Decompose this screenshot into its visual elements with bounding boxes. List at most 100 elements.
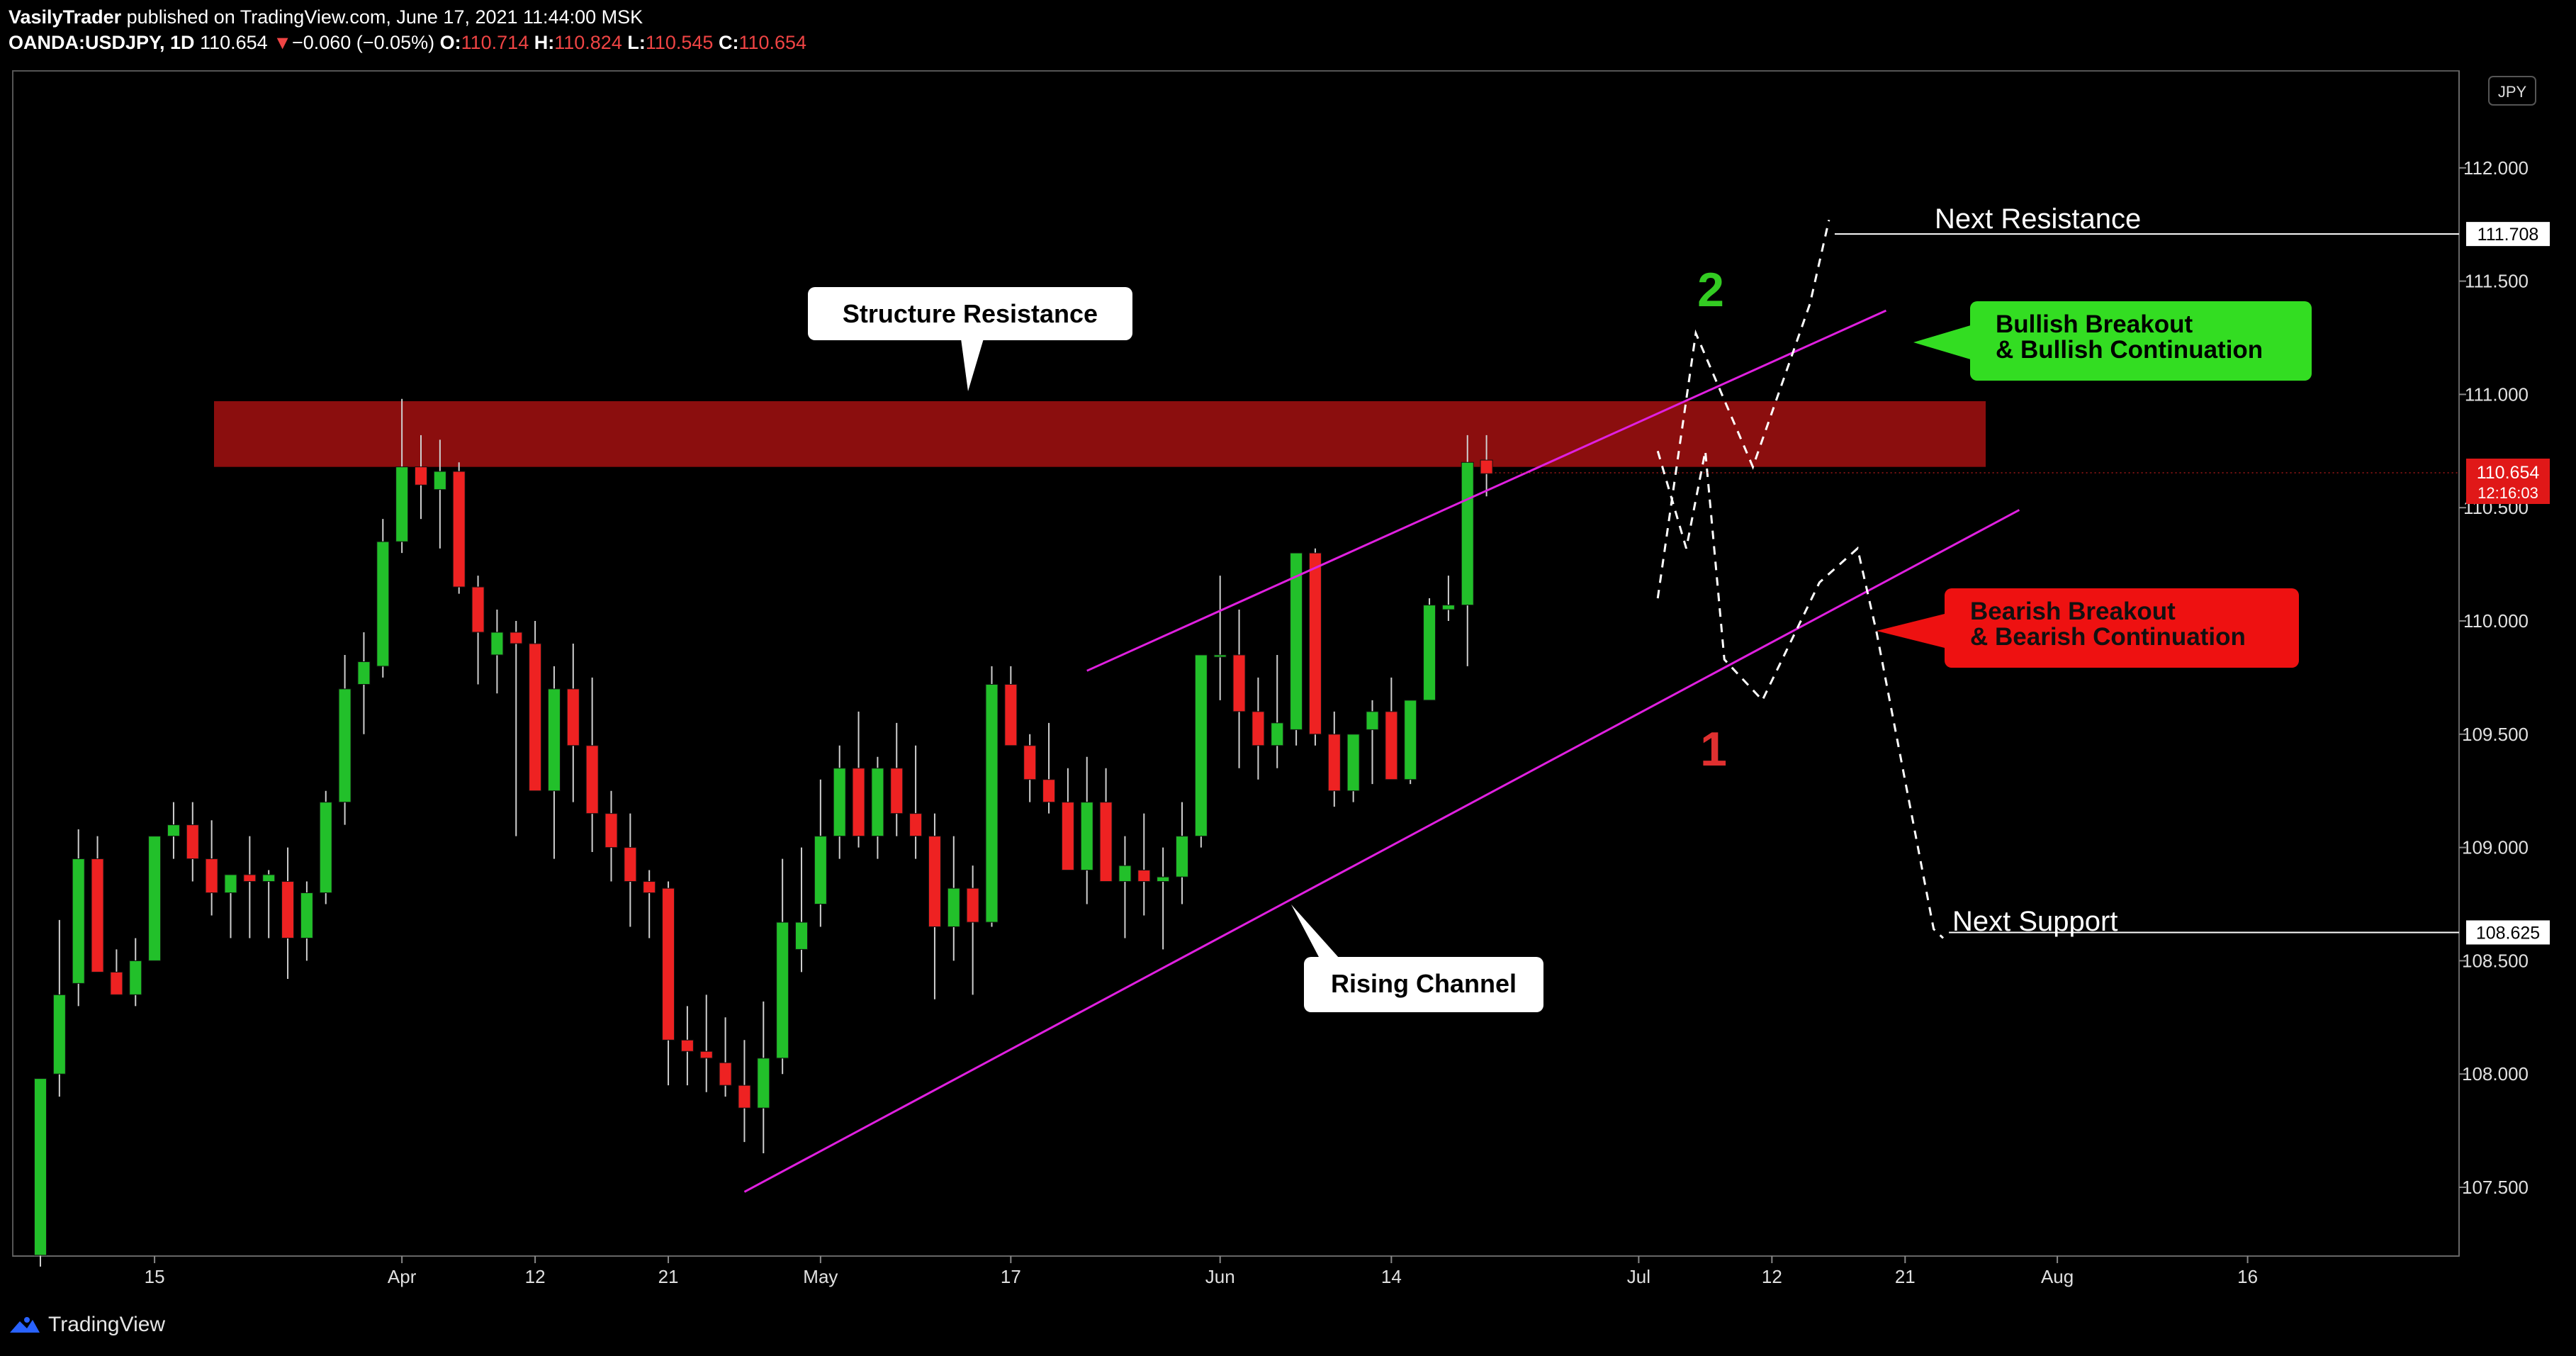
candle xyxy=(415,435,427,520)
candle-body xyxy=(110,971,123,995)
candle xyxy=(833,745,846,859)
x-tick-label: 17 xyxy=(1001,1266,1021,1287)
svg-text:111.708: 111.708 xyxy=(2477,225,2539,245)
candle xyxy=(928,813,941,999)
candle-body xyxy=(1385,711,1398,780)
candle-body xyxy=(947,887,960,927)
candle xyxy=(1176,802,1188,904)
candle xyxy=(1213,576,1227,700)
y-tick-label: 108.500 xyxy=(2462,950,2529,971)
next-resistance-price-label: 111.708 xyxy=(2466,222,2550,247)
last-price: 110.654 xyxy=(200,32,268,53)
current-price-value: 110.654 xyxy=(2477,463,2540,483)
published-text: published on TradingView.com, June 17, 2… xyxy=(126,6,643,28)
open-label: O: xyxy=(439,32,461,53)
candle-body xyxy=(643,881,656,894)
candle-body xyxy=(452,471,466,588)
bullish-breakout-callout-text: & Bullish Continuation xyxy=(1996,336,2263,364)
candle-body xyxy=(52,994,66,1075)
candle-body xyxy=(1080,802,1093,871)
candle xyxy=(243,836,257,938)
y-tick-label: 111.000 xyxy=(2465,383,2529,405)
candle-body xyxy=(243,874,257,882)
candle-body xyxy=(1346,734,1360,792)
candle-body xyxy=(776,921,789,1059)
tradingview-brand[interactable]: TradingView xyxy=(9,1313,165,1337)
candle-body xyxy=(1327,734,1341,792)
candle-body xyxy=(415,466,427,486)
candle xyxy=(985,666,999,927)
candle xyxy=(186,802,199,882)
candle xyxy=(547,666,561,859)
rising-channel-label: Rising Channel xyxy=(1331,969,1517,998)
candle-body xyxy=(852,768,865,837)
candle-body xyxy=(129,960,142,995)
y-tick-label: 109.500 xyxy=(2462,724,2529,745)
candle-body xyxy=(395,466,409,542)
bearish-scenario-path xyxy=(1656,450,1945,939)
candle-body xyxy=(167,824,180,837)
x-tick-label: Jul xyxy=(1627,1266,1650,1287)
candle-body xyxy=(1194,654,1208,837)
currency-label: JPY xyxy=(2498,83,2527,101)
candle xyxy=(300,881,313,961)
candle-body xyxy=(376,541,390,667)
bearish-breakout-callout: Bearish Breakout& Bearish Continuation xyxy=(1877,588,2299,668)
candle-body xyxy=(338,688,351,803)
candle xyxy=(643,870,656,938)
change-down-icon: ▼ xyxy=(273,32,292,53)
candle-body xyxy=(1423,605,1436,701)
candle xyxy=(167,802,180,859)
candle xyxy=(1118,836,1132,938)
candle-body xyxy=(1461,461,1474,606)
candle xyxy=(966,865,979,995)
candle-body xyxy=(34,1078,47,1256)
candle-body xyxy=(1176,836,1188,878)
candle-body xyxy=(1099,802,1113,882)
channel-upper-line xyxy=(1086,309,1887,672)
candle xyxy=(1042,722,1056,814)
symbol-name[interactable]: OANDA:USDJPY, 1D xyxy=(9,32,195,53)
bullish-breakout-callout-text: Bullish Breakout xyxy=(1996,310,2193,338)
candle xyxy=(719,1017,732,1097)
candle-body xyxy=(91,858,104,973)
candle-body xyxy=(1023,745,1037,780)
candle xyxy=(1080,756,1093,904)
candle xyxy=(1404,700,1417,785)
candle xyxy=(72,829,85,1007)
close-label: C: xyxy=(718,32,739,53)
candle xyxy=(662,881,675,1086)
candle xyxy=(433,439,446,549)
candle-body xyxy=(490,632,504,656)
bearish-breakout-callout-text: & Bearish Continuation xyxy=(1970,623,2246,651)
y-tick-label: 112.000 xyxy=(2463,157,2529,179)
candle xyxy=(91,836,104,973)
bullish-breakout-callout: Bullish Breakout& Bullish Continuation xyxy=(1913,301,2312,381)
svg-text:108.625: 108.625 xyxy=(2476,923,2540,943)
candle xyxy=(1346,734,1360,802)
candle xyxy=(319,790,332,904)
candle xyxy=(776,858,789,1075)
candle xyxy=(1232,610,1246,768)
candle xyxy=(814,779,827,927)
candle xyxy=(909,745,923,859)
candle-body xyxy=(833,768,846,837)
x-tick-label: 16 xyxy=(2237,1266,2258,1287)
publisher-name[interactable]: VasilyTrader xyxy=(9,6,122,28)
candle xyxy=(1366,700,1379,785)
candle xyxy=(376,519,390,678)
candle xyxy=(566,643,580,802)
candle-body xyxy=(757,1058,770,1109)
candle-body xyxy=(585,745,599,814)
candle xyxy=(281,847,295,979)
candle xyxy=(795,847,808,973)
candle xyxy=(757,1001,770,1154)
brand-label: TradingView xyxy=(48,1313,166,1336)
high-label: H: xyxy=(534,32,555,53)
candle-body xyxy=(1252,711,1265,746)
price-chart[interactable]: JPY112.000111.500111.000110.500110.00010… xyxy=(0,0,2576,1299)
bullish-scenario-path xyxy=(1656,219,1830,599)
y-tick-label: 107.500 xyxy=(2462,1177,2529,1198)
x-tick-label: Aug xyxy=(2041,1266,2074,1287)
